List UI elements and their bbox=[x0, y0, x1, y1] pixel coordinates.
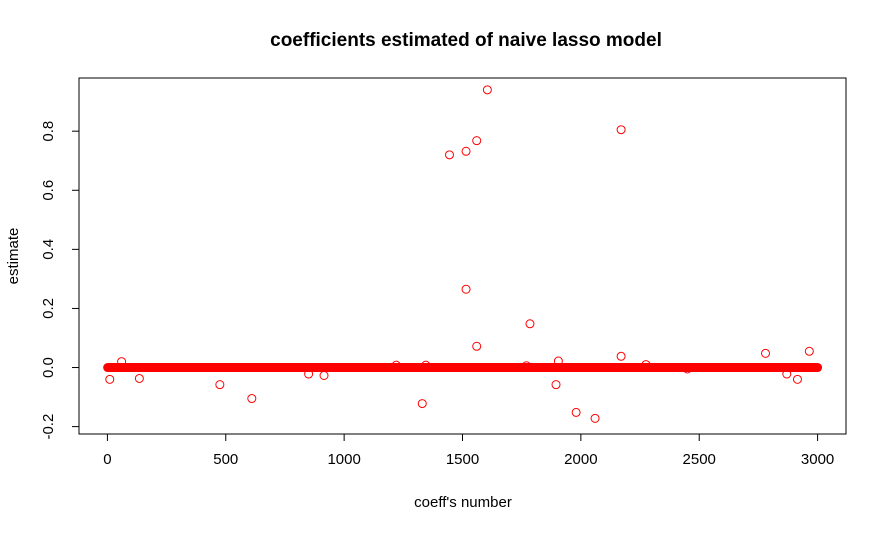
x-tick-label: 1500 bbox=[446, 451, 479, 468]
plot-frame bbox=[78, 77, 847, 435]
data-point bbox=[461, 146, 471, 156]
data-point bbox=[571, 407, 581, 417]
data-point bbox=[551, 380, 561, 390]
data-point bbox=[417, 399, 427, 409]
data-points bbox=[105, 85, 814, 423]
x-tick-label: 0 bbox=[103, 451, 111, 468]
data-point bbox=[105, 374, 115, 384]
data-point bbox=[247, 394, 257, 404]
x-tick-label: 2000 bbox=[564, 451, 597, 468]
data-point bbox=[472, 136, 482, 146]
data-point bbox=[590, 413, 600, 423]
data-point bbox=[804, 346, 814, 356]
data-point bbox=[525, 319, 535, 329]
data-point bbox=[782, 369, 792, 379]
data-point bbox=[391, 360, 401, 370]
data-point bbox=[616, 125, 626, 135]
data-point bbox=[215, 380, 225, 390]
x-axis: 0 500 1000 1500 2000 2500 3000 bbox=[103, 433, 834, 468]
y-tick-label: -0.2 bbox=[40, 414, 57, 440]
x-tick-label: 500 bbox=[213, 451, 238, 468]
data-point bbox=[761, 348, 771, 358]
x-tick-label: 1000 bbox=[327, 451, 360, 468]
chart-title: coefficients estimated of naive lasso mo… bbox=[270, 30, 662, 51]
data-point bbox=[616, 351, 626, 361]
data-point bbox=[421, 360, 431, 370]
x-tick-label: 3000 bbox=[801, 451, 834, 468]
y-tick-label: 0.4 bbox=[40, 239, 57, 260]
data-point bbox=[792, 374, 802, 384]
data-point bbox=[641, 360, 651, 370]
y-tick-label: 0.8 bbox=[40, 121, 57, 142]
data-point bbox=[472, 341, 482, 351]
y-axis: -0.2 0.0 0.2 0.4 0.6 0.8 bbox=[40, 121, 80, 440]
data-point bbox=[134, 373, 144, 383]
data-point bbox=[304, 369, 314, 379]
x-tick-label: 2500 bbox=[683, 451, 716, 468]
data-point bbox=[482, 85, 492, 95]
y-tick-label: 0.2 bbox=[40, 298, 57, 319]
y-axis-label: estimate bbox=[5, 228, 22, 285]
y-tick-label: 0.6 bbox=[40, 180, 57, 201]
data-point bbox=[461, 284, 471, 294]
data-point bbox=[319, 371, 329, 381]
data-point bbox=[553, 356, 563, 366]
x-axis-label: coeff's number bbox=[414, 494, 512, 511]
data-point bbox=[682, 364, 692, 374]
data-point bbox=[117, 357, 127, 367]
y-tick-label: 0.0 bbox=[40, 357, 57, 378]
data-point bbox=[521, 361, 531, 371]
data-point bbox=[444, 150, 454, 160]
